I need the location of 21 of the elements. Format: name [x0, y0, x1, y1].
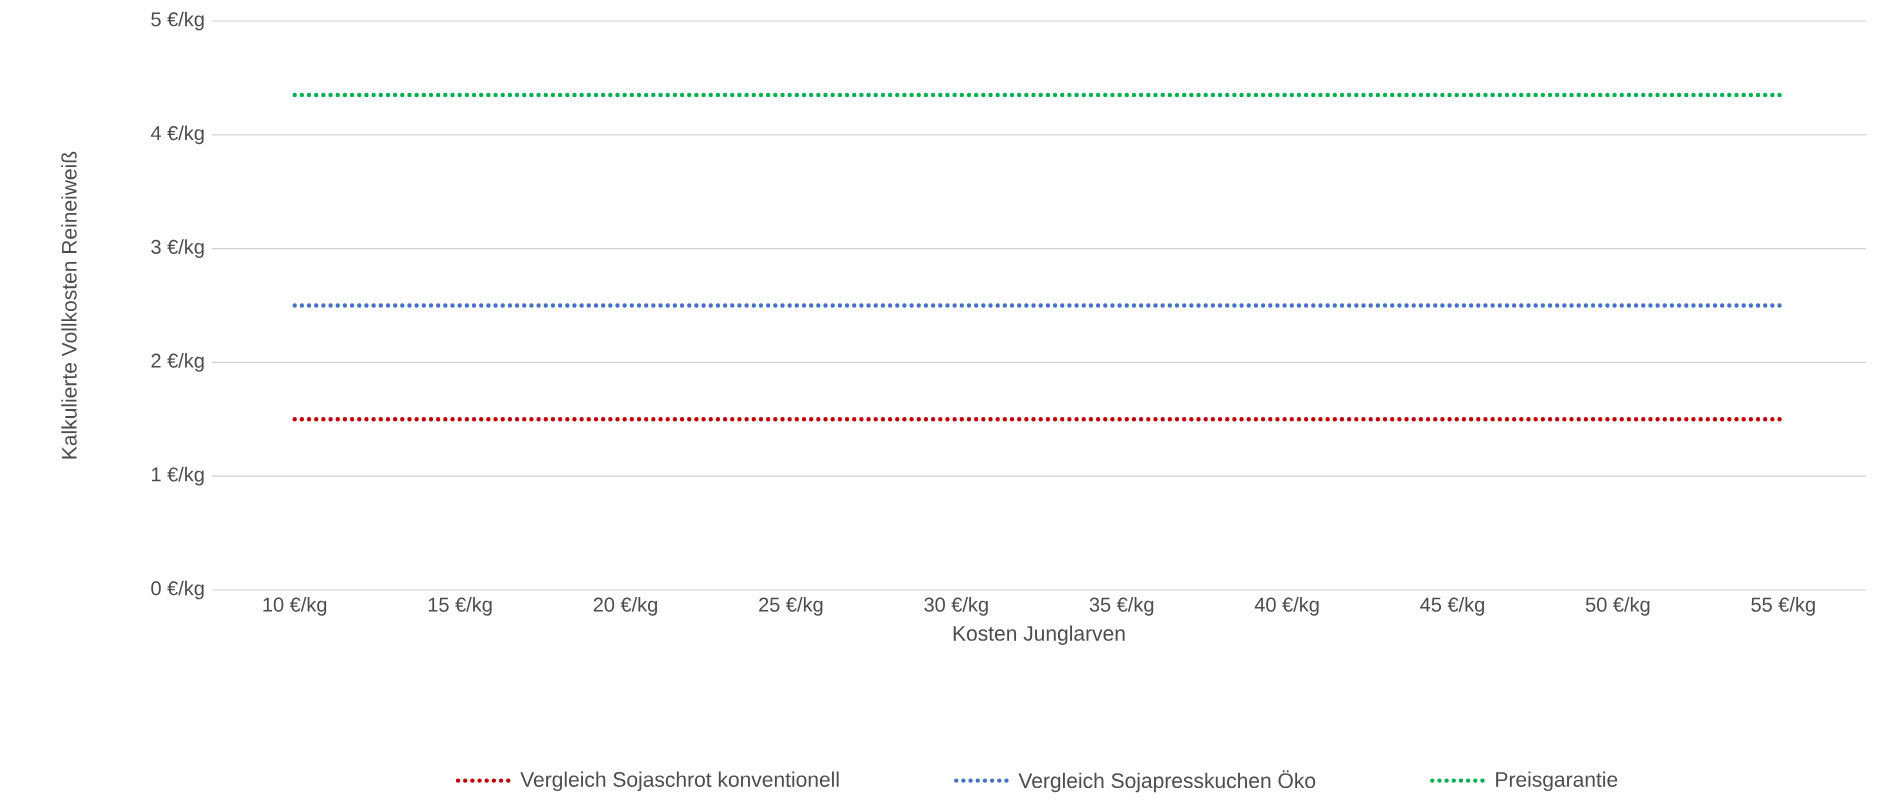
- y-tick-label: 1 €/kg: [151, 466, 204, 486]
- y-tick-label: 5 €/kg: [151, 11, 204, 31]
- x-axis-title: Kosten Junglarven: [953, 625, 1125, 645]
- x-tick-label: 50 €/kg: [1585, 597, 1650, 616]
- legend-label: Vergleich Sojapresskuchen Öko: [1018, 770, 1316, 793]
- x-tick-label: 20 €/kg: [593, 597, 657, 616]
- y-tick-label: 3 €/kg: [151, 239, 204, 258]
- legend-label: Preisgarantie: [1496, 771, 1618, 792]
- legend-label: Vergleich Sojaschrot konventionell: [520, 771, 839, 792]
- y-tick-label: 4 €/kg: [150, 125, 204, 145]
- x-tick-label: 25 €/kg: [759, 597, 823, 616]
- x-tick-label: 40 €/kg: [1254, 597, 1319, 616]
- x-tick-label: 10 €/kg: [263, 597, 327, 616]
- x-tick-label: 55 €/kg: [1751, 597, 1815, 616]
- x-tick-label: 30 €/kg: [924, 597, 988, 616]
- y-tick-label: 0 €/kg: [151, 580, 204, 600]
- y-tick-label: 2 €/kg: [151, 353, 204, 372]
- x-tick-label: 35 €/kg: [1089, 597, 1154, 616]
- x-tick-label: 45 €/kg: [1420, 597, 1485, 616]
- x-tick-label: 15 €/kg: [428, 597, 492, 616]
- y-axis-title: Kalkulierte Vollkosten Reineiweiß: [61, 151, 77, 459]
